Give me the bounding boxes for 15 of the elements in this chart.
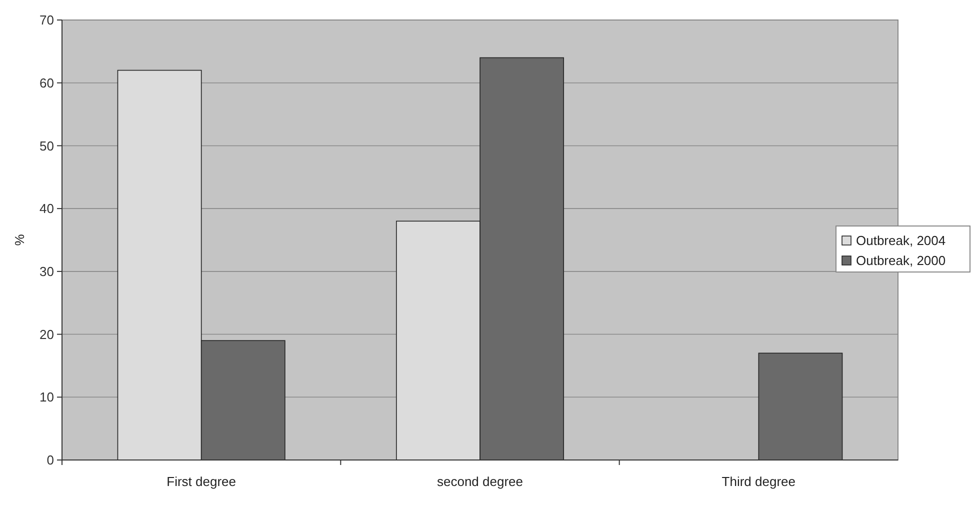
legend-label: Outbreak, 2000 <box>856 253 946 268</box>
y-tick-label: 60 <box>40 75 54 90</box>
y-tick-label: 10 <box>40 390 54 405</box>
y-axis-title: % <box>12 234 27 246</box>
legend-label: Outbreak, 2004 <box>856 233 946 248</box>
x-tick-label: Third degree <box>722 474 796 489</box>
y-tick-label: 30 <box>40 264 54 279</box>
y-tick-label: 50 <box>40 138 54 154</box>
y-tick-label: 0 <box>46 452 54 468</box>
x-tick-label: second degree <box>436 474 524 489</box>
bar <box>758 352 843 460</box>
x-tick-label: First degree <box>166 474 236 489</box>
y-tick-label: 40 <box>40 201 54 216</box>
y-tick-label: 20 <box>40 326 54 342</box>
y-tick-label: 70 <box>40 12 54 28</box>
